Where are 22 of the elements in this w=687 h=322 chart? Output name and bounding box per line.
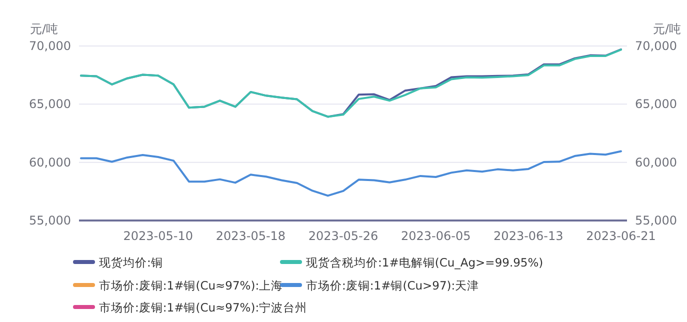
y2-tick-label: 70,000 [635,39,677,53]
y2-tick-label: 55,000 [635,214,677,228]
x-tick-label: 2023-05-26 [308,229,378,243]
x-tick-label: 2023-05-10 [123,229,194,243]
y-axis-title: 元/吨 [30,22,58,36]
y2-axis-title: 元/吨 [653,22,682,36]
legend-label: 现货均价:铜 [99,256,163,270]
legend-label: 市场价:废铜:1#铜(Cu≈97%):宁波台州 [99,300,308,314]
y2-tick-label: 60,000 [635,155,677,170]
x-tick-label: 2023-06-05 [400,229,471,243]
x-tick-label: 2023-06-21 [586,229,656,243]
y-tick-label: 60,000 [29,155,71,170]
y-tick-label: 65,000 [29,97,71,112]
x-tick-label: 2023-06-13 [494,229,564,243]
y-tick-label: 55,000 [29,214,71,228]
y-tick-label: 70,000 [29,39,71,53]
y2-tick-label: 65,000 [635,97,677,112]
legend-label: 市场价:废铜:1#铜(Cu>97):天津 [306,278,480,292]
legend-label: 市场价:废铜:1#铜(Cu≈97%):上海 [99,278,284,292]
line-series [80,150,622,197]
legend-label: 现货含税均价:1#电解铜(Cu_Ag>=99.95%) [306,256,544,270]
x-tick-label: 2023-05-18 [216,229,286,243]
